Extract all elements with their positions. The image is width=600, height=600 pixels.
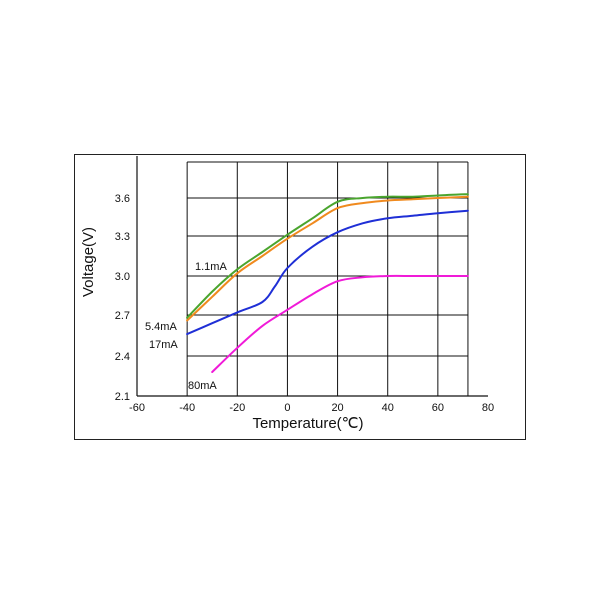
y-tick-label: 2.7 [115, 310, 130, 322]
y-tick-label: 3.0 [115, 271, 130, 283]
y-tick-label: 3.6 [115, 193, 130, 205]
x-tick-label: 60 [432, 402, 444, 414]
y-tick-label: 2.1 [115, 391, 130, 403]
x-tick-label: 0 [284, 402, 290, 414]
x-tick-label: 40 [382, 402, 394, 414]
y-tick-label: 2.4 [115, 351, 130, 363]
series-label-1-1ma: 1.1mA [195, 261, 227, 273]
series-label-80ma: 80mA [188, 380, 217, 392]
series-line-80ma [211, 274, 469, 373]
x-tick-label: 80 [482, 402, 494, 414]
series-label-5-4ma: 5.4mA [145, 321, 177, 333]
y-axis-title: Voltage(V) [80, 227, 97, 297]
series-line-5-4ma [186, 195, 469, 322]
x-tick-label: -20 [229, 402, 245, 414]
x-tick-label: -40 [179, 402, 195, 414]
series-label-17ma: 17mA [149, 339, 178, 351]
series-line-17ma [186, 209, 469, 336]
x-tick-label: -60 [129, 402, 145, 414]
tick-labels: -60 -40 -20 0 20 40 60 80 2.1 2.4 2.7 3.0 3.3 3.6 [115, 193, 494, 414]
x-axis-title: Temperature(℃) [252, 415, 363, 432]
series-lines [186, 193, 469, 373]
y-tick-label: 3.3 [115, 231, 130, 243]
x-tick-label: 20 [331, 402, 343, 414]
chart-frame [74, 154, 526, 440]
series-line-1-1ma [186, 193, 469, 319]
